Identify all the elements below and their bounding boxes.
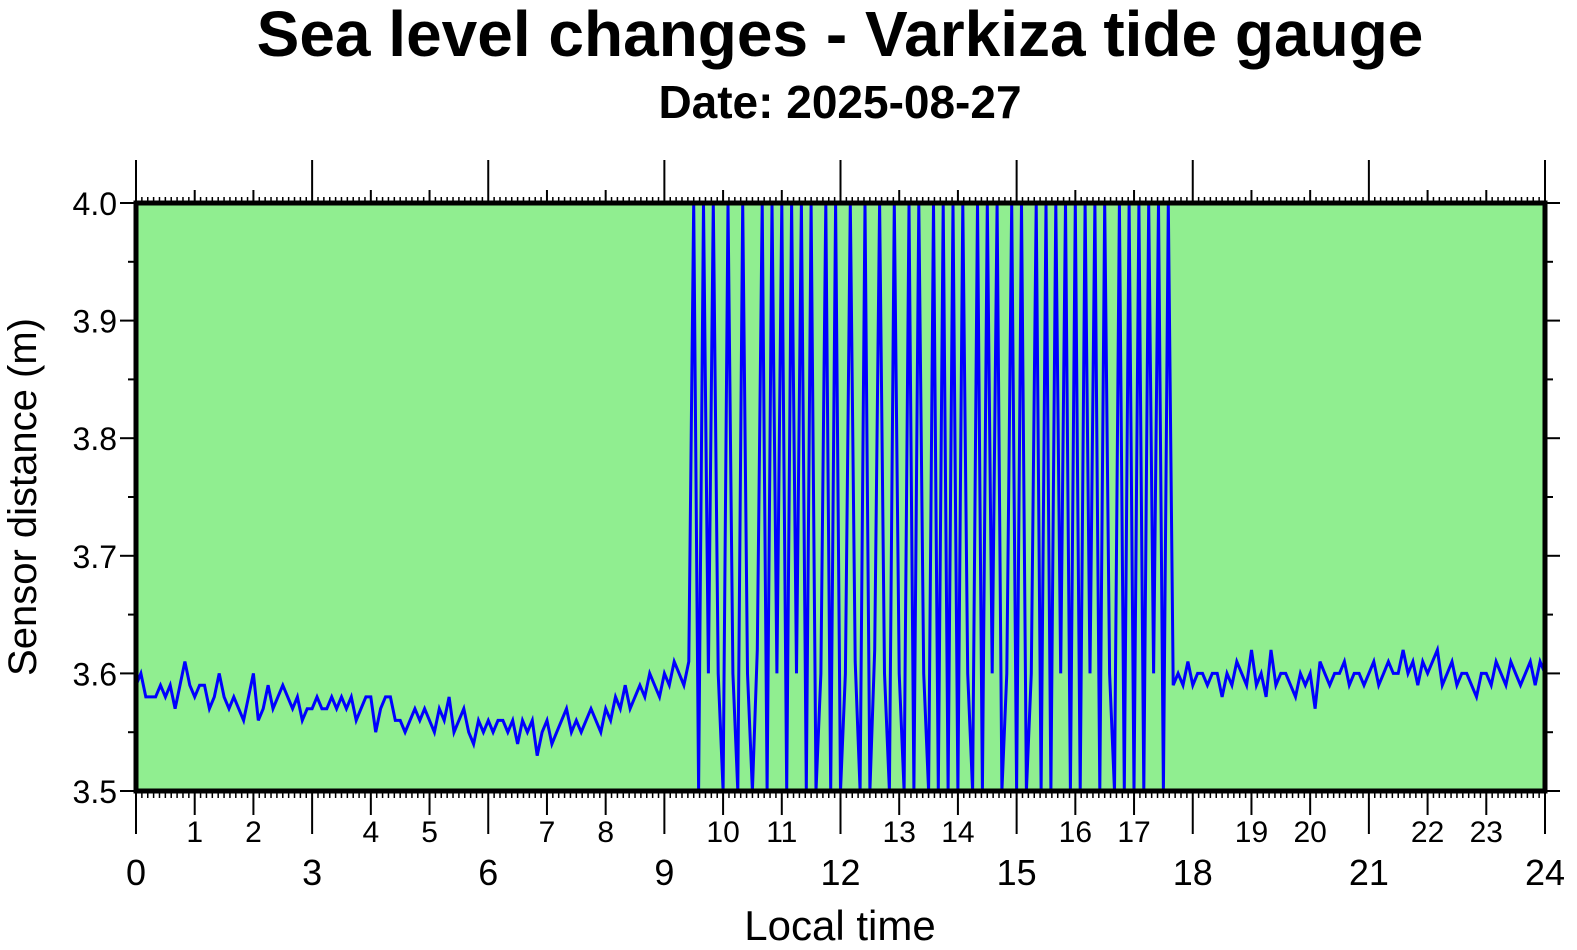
x-hour-tick-label: 17 bbox=[1117, 816, 1150, 849]
y-tick-label: 3.5 bbox=[73, 774, 117, 810]
x-major-tick-label: 9 bbox=[654, 852, 674, 893]
x-axis-label: Local time bbox=[744, 902, 935, 949]
x-hour-tick-label: 5 bbox=[421, 816, 438, 849]
y-axis-label: Sensor distance (m) bbox=[1, 318, 45, 676]
x-major-tick-label: 0 bbox=[126, 852, 146, 893]
x-major-tick-label: 21 bbox=[1349, 852, 1389, 893]
x-major-tick-label: 15 bbox=[997, 852, 1037, 893]
series-line bbox=[136, 203, 1545, 791]
x-major-tick-label: 18 bbox=[1173, 852, 1213, 893]
chart-title: Sea level changes - Varkiza tide gauge bbox=[257, 0, 1424, 70]
x-hour-tick-label: 19 bbox=[1235, 816, 1268, 849]
x-hour-tick-label: 4 bbox=[362, 816, 379, 849]
x-hour-tick-label: 16 bbox=[1059, 816, 1092, 849]
y-tick-label: 4.0 bbox=[73, 186, 117, 222]
x-hour-tick-label: 14 bbox=[941, 816, 974, 849]
x-major-tick-label: 6 bbox=[478, 852, 498, 893]
tick-labels: 0 3 6 9 12 15 18 21 241 2 4 5 7 8 10 11 13 14 16 17 19 20 22 23… bbox=[73, 186, 1566, 893]
y-tick-label: 3.9 bbox=[73, 304, 117, 340]
x-hour-tick-label: 10 bbox=[706, 816, 739, 849]
y-tick-label: 3.8 bbox=[73, 421, 117, 457]
x-hour-tick-label: 20 bbox=[1293, 816, 1326, 849]
x-major-tick-label: 24 bbox=[1525, 852, 1565, 893]
y-tick-label: 3.6 bbox=[73, 656, 117, 692]
x-hour-tick-label: 13 bbox=[883, 816, 916, 849]
plot-frame bbox=[133, 200, 1548, 794]
x-hour-tick-label: 22 bbox=[1411, 816, 1444, 849]
x-hour-tick-label: 1 bbox=[186, 816, 203, 849]
x-hour-tick-label: 2 bbox=[245, 816, 262, 849]
x-major-tick-label: 3 bbox=[302, 852, 322, 893]
x-major-tick-label: 12 bbox=[820, 852, 860, 893]
chart-subtitle: Date: 2025-08-27 bbox=[658, 76, 1021, 128]
x-hour-tick-label: 8 bbox=[597, 816, 614, 849]
y-tick-label: 3.7 bbox=[73, 539, 117, 575]
x-hour-tick-label: 23 bbox=[1470, 816, 1503, 849]
x-hour-tick-label: 7 bbox=[539, 816, 556, 849]
x-hour-tick-label: 11 bbox=[766, 816, 797, 849]
